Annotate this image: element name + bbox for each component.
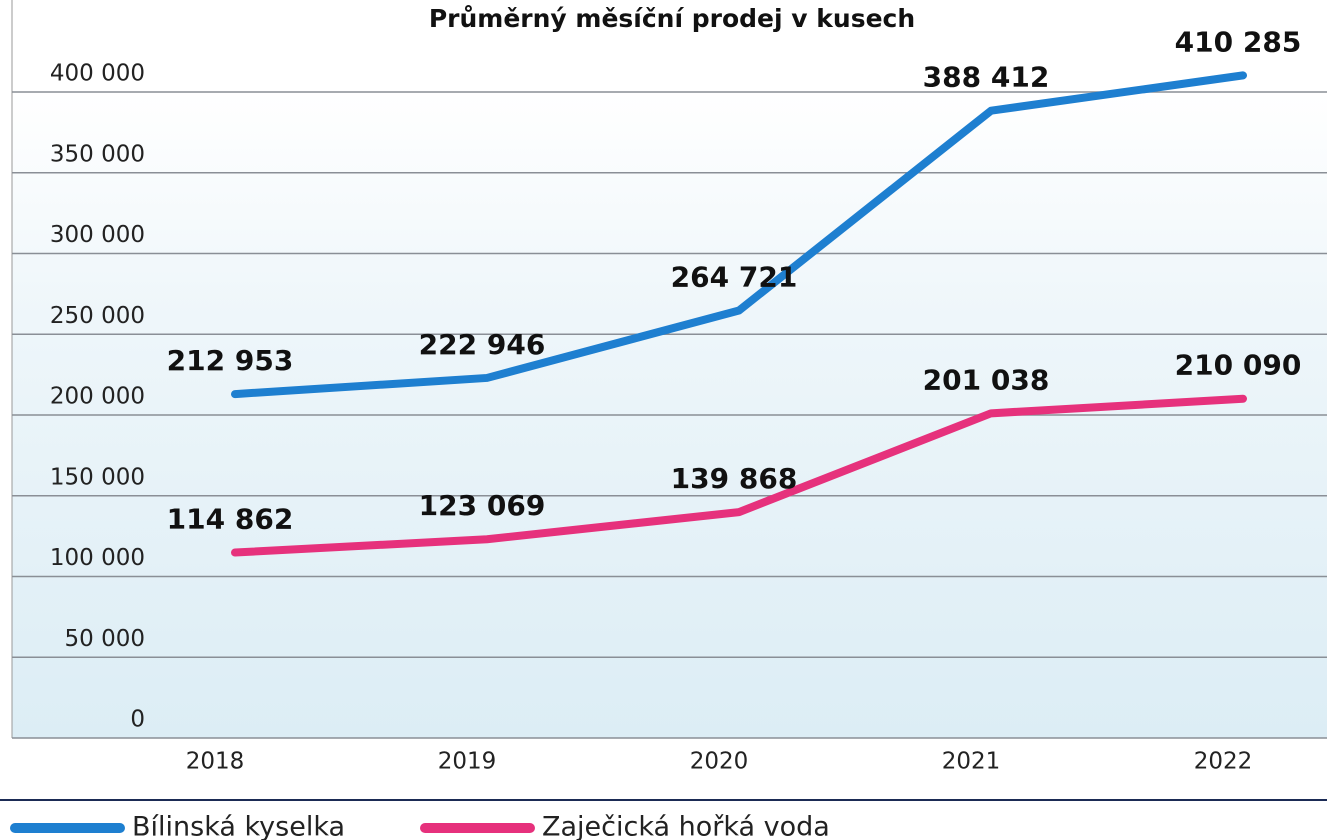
- series-line: [231, 394, 1247, 557]
- y-tick-label: 150 000: [50, 464, 145, 490]
- y-tick-label: 100 000: [50, 545, 145, 571]
- x-tick-label: 2022: [1194, 749, 1253, 775]
- x-tick-label: 2018: [186, 749, 245, 775]
- data-label: 212 953: [167, 344, 294, 377]
- data-label: 388 412: [923, 61, 1050, 94]
- y-tick-label: 350 000: [50, 141, 145, 167]
- legend-label: Zaječická hořká voda: [542, 812, 830, 840]
- y-tick-label: 400 000: [50, 61, 145, 87]
- data-label: 114 862: [167, 502, 294, 535]
- data-label: 222 946: [419, 328, 546, 361]
- data-label: 210 090: [1175, 349, 1302, 382]
- data-label: 201 038: [923, 363, 1050, 396]
- y-tick-label: 0: [130, 707, 145, 733]
- data-label: 264 721: [671, 260, 798, 293]
- series-line: [231, 71, 1247, 399]
- y-tick-label: 250 000: [50, 303, 145, 329]
- x-tick-label: 2019: [438, 749, 497, 775]
- data-label: 139 868: [671, 462, 798, 495]
- x-tick-label: 2021: [942, 749, 1001, 775]
- legend-label: Bílinská kyselka: [132, 812, 345, 840]
- y-tick-label: 300 000: [50, 222, 145, 248]
- chart-title: Průměrný měsíční prodej v kusech: [429, 4, 915, 33]
- data-label: 123 069: [419, 489, 546, 522]
- x-tick-label: 2020: [690, 749, 749, 775]
- y-tick-label: 50 000: [65, 626, 145, 652]
- y-tick-label: 200 000: [50, 384, 145, 410]
- data-label: 410 285: [1175, 25, 1302, 58]
